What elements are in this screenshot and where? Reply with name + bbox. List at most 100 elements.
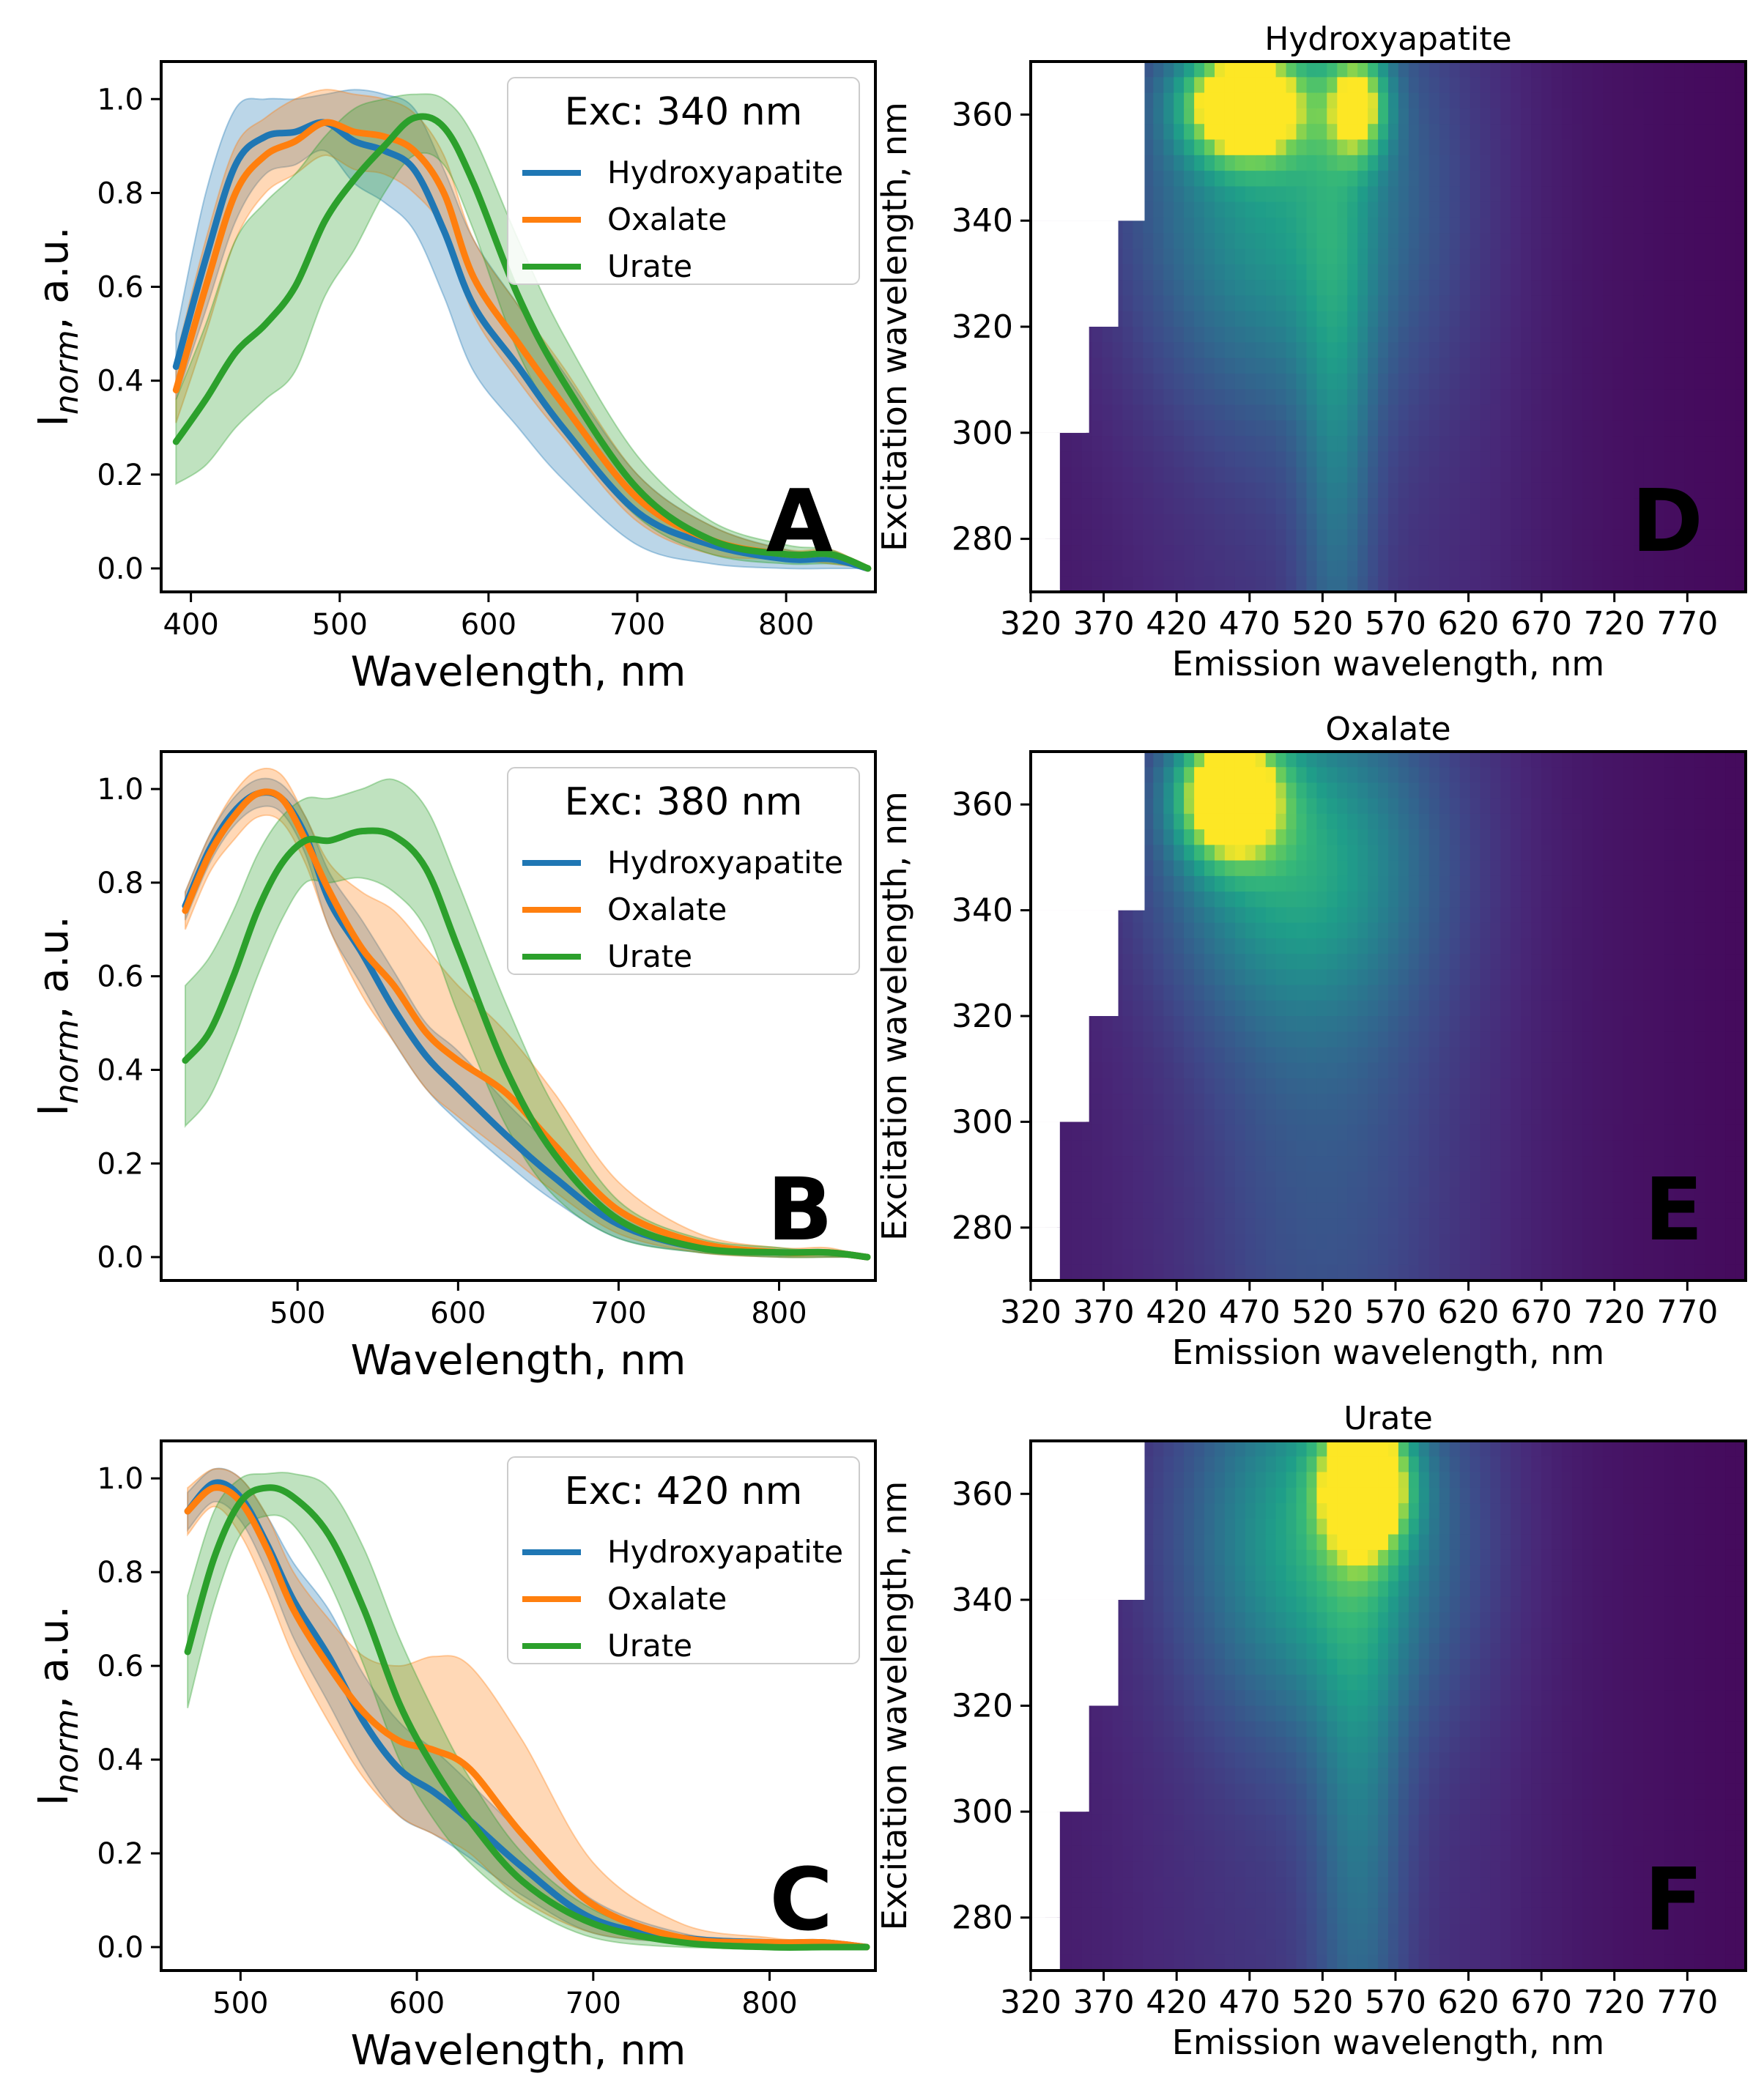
heatmap-cell <box>1275 327 1287 344</box>
heatmap-cell <box>1265 1031 1277 1048</box>
heatmap-cell <box>1715 451 1726 468</box>
heatmap-cell <box>1470 560 1481 577</box>
heatmap-cell <box>1327 1031 1338 1048</box>
heatmap-cell <box>1327 1264 1338 1281</box>
heatmap-cell <box>1725 545 1736 562</box>
heatmap-cell <box>1275 875 1287 892</box>
heatmap-cell <box>1643 1124 1655 1141</box>
heatmap-cell <box>1071 498 1083 515</box>
heatmap-cell <box>1653 1078 1665 1094</box>
heatmap-cell <box>1694 891 1705 908</box>
heatmap-cell <box>1459 1047 1471 1064</box>
heatmap-cell <box>1439 1187 1450 1204</box>
heatmap-cell <box>1725 77 1736 94</box>
heatmap-cell <box>1643 875 1655 892</box>
heatmap-cell <box>1592 529 1604 546</box>
heatmap-cell <box>1674 1047 1686 1064</box>
line-chart-panel-c: 500 600 700 8000.00.20.40.60.81.0Wavelength… <box>30 1439 877 2075</box>
heatmap-cell <box>1388 108 1399 125</box>
heatmap-cell <box>1143 1187 1155 1204</box>
heatmap-cell <box>1215 1062 1226 1079</box>
heatmap-cell <box>1265 860 1277 877</box>
heatmap-cell <box>1245 1202 1256 1219</box>
heatmap-cell <box>1245 389 1256 406</box>
heatmap-cell <box>1664 92 1675 109</box>
heatmap-cell <box>1572 938 1583 954</box>
heatmap-cell <box>1316 451 1328 468</box>
heatmap-cell <box>1296 482 1308 499</box>
heatmap-cell <box>1388 767 1399 784</box>
heatmap-cell <box>1470 845 1481 861</box>
heatmap-cell <box>1174 280 1185 297</box>
heatmap-cell <box>1368 436 1379 453</box>
heatmap-cell <box>1612 529 1624 546</box>
heatmap-cell <box>1572 62 1583 78</box>
heatmap-cell <box>1705 752 1716 768</box>
heatmap-cell <box>1643 1109 1655 1126</box>
heatmap-cell <box>1470 576 1481 593</box>
heatmap-cell <box>1643 92 1655 109</box>
heatmap-cell <box>1470 752 1481 768</box>
heatmap-cell <box>1531 92 1542 109</box>
heatmap-cell <box>1163 201 1174 218</box>
heatmap-cell <box>1511 373 1522 390</box>
heatmap-cell <box>1643 1249 1655 1266</box>
heatmap-cell <box>1725 295 1736 312</box>
heatmap-cell <box>1194 155 1205 171</box>
heatmap-cell <box>1582 1062 1593 1079</box>
heatmap-cell <box>1582 1140 1593 1157</box>
heatmap-cell <box>1153 813 1164 830</box>
heatmap-cell <box>1234 373 1246 390</box>
heatmap-cell <box>1204 186 1215 203</box>
heatmap-cell <box>1552 482 1563 499</box>
heatmap-cell <box>1490 436 1502 453</box>
heatmap-cell <box>1092 529 1103 546</box>
heatmap-cell <box>1480 560 1491 577</box>
heatmap-cell <box>1552 62 1563 78</box>
heatmap-cell <box>1204 798 1215 815</box>
heatmap-cell <box>1582 514 1593 530</box>
heatmap-cell <box>1337 498 1348 515</box>
heatmap-cell <box>1705 171 1716 188</box>
heatmap-cell <box>1449 62 1461 78</box>
heatmap-cell <box>1470 124 1481 141</box>
heatmap-cell <box>1623 798 1634 815</box>
heatmap-cell <box>1623 1094 1634 1111</box>
heatmap-cell <box>1368 922 1379 939</box>
heatmap-cell <box>1602 969 1614 986</box>
heatmap-cell <box>1204 985 1215 1001</box>
heatmap-cell <box>1408 155 1420 171</box>
heatmap-cell <box>1306 77 1318 94</box>
heatmap-cell <box>1541 545 1552 562</box>
heatmap-cell <box>1439 248 1450 265</box>
heatmap-cell <box>1715 171 1726 188</box>
heatmap-cell <box>1582 767 1593 784</box>
heatmap-cell <box>1694 514 1705 530</box>
heatmap-cell <box>1408 985 1420 1001</box>
heatmap-cell <box>1316 938 1328 954</box>
heatmap-cell <box>1368 1140 1379 1157</box>
heatmap-cell <box>1612 1264 1624 1281</box>
heatmap-cell <box>1245 139 1256 156</box>
heatmap-cell <box>1163 969 1174 986</box>
heatmap-cell <box>1306 404 1318 421</box>
heatmap-cell <box>1378 108 1389 125</box>
heatmap-cell <box>1378 938 1389 954</box>
heatmap-cell <box>1562 1218 1573 1235</box>
heatmap-cell <box>1562 62 1573 78</box>
heatmap-cell <box>1449 922 1461 939</box>
heatmap-cell <box>1265 798 1277 815</box>
heatmap-cell <box>1521 77 1532 94</box>
heatmap-cell <box>1684 295 1695 312</box>
heatmap-cell <box>1582 295 1593 312</box>
heatmap-cell <box>1500 1249 1512 1266</box>
heatmap-cell <box>1234 482 1246 499</box>
heatmap-cell <box>1306 860 1318 877</box>
heatmap-cell <box>1153 545 1164 562</box>
heatmap-cell <box>1081 1156 1093 1173</box>
heatmap-cell <box>1562 357 1573 374</box>
heatmap-cell <box>1306 171 1318 188</box>
heatmap-cell <box>1275 954 1287 971</box>
heatmap-cell <box>1572 124 1583 141</box>
heatmap-cell <box>1112 420 1124 437</box>
